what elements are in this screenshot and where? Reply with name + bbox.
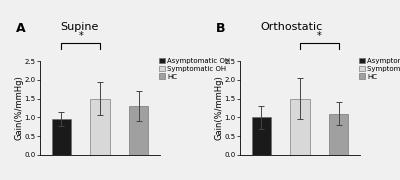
Y-axis label: Gain(%/mmHg): Gain(%/mmHg)	[14, 76, 23, 140]
Legend: Asymptomatic OH, Symptomatic OH, HC: Asymptomatic OH, Symptomatic OH, HC	[158, 57, 231, 80]
Legend: Asymptomatic OH, Symptomatic OH, HC: Asymptomatic OH, Symptomatic OH, HC	[358, 57, 400, 80]
Text: *: *	[317, 31, 322, 41]
Text: Supine: Supine	[60, 22, 98, 32]
Text: Orthostatic: Orthostatic	[260, 22, 322, 32]
Bar	[52, 119, 71, 155]
Bar	[329, 114, 348, 155]
Bar	[129, 106, 148, 155]
Text: B: B	[216, 22, 226, 35]
Text: A: A	[16, 22, 26, 35]
Bar	[252, 117, 271, 155]
Y-axis label: Gain(%/mmHg): Gain(%/mmHg)	[214, 76, 223, 140]
Text: *: *	[78, 31, 83, 41]
Bar	[90, 99, 110, 155]
Bar	[290, 99, 310, 155]
